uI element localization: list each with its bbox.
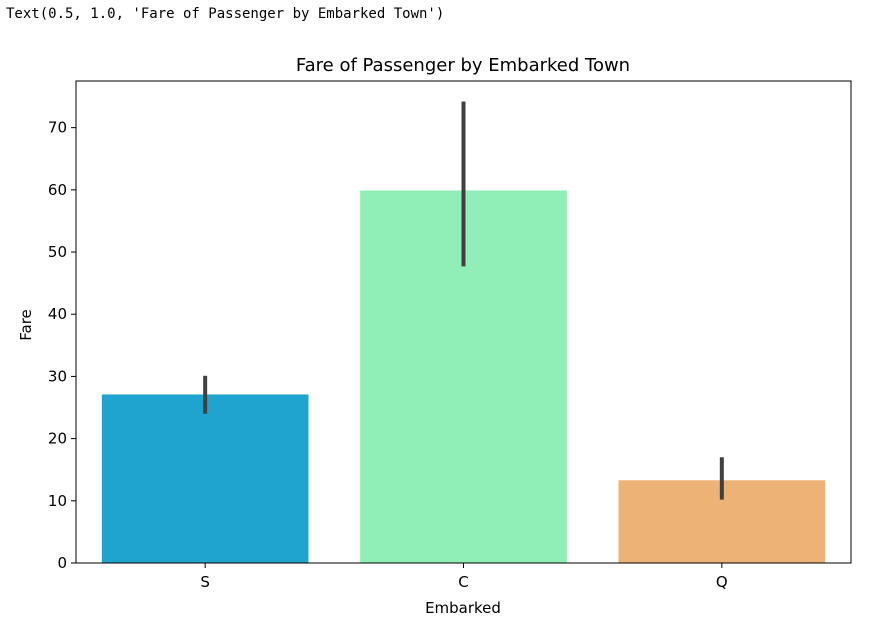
y-tick-label-20: 20 [48,430,67,448]
chart-title: Fare of Passenger by Embarked Town [296,55,630,76]
error-bars-layer [203,101,724,500]
cell-output-text: Text(0.5, 1.0, 'Fare of Passenger by Emb… [6,6,445,22]
y-tick-label-60: 60 [48,181,67,199]
y-tick-label-50: 50 [48,243,67,261]
y-axis: 0 10 20 30 40 50 60 70 [48,119,76,572]
y-tick-label-0: 0 [57,554,67,572]
bar-s [101,394,309,563]
y-axis-label: Fare [17,309,35,341]
x-tick-label-s: S [200,573,210,591]
y-tick-label-40: 40 [48,305,67,323]
x-tick-label-q: Q [716,573,728,591]
y-tick-label-70: 70 [48,119,67,137]
y-tick-label-10: 10 [48,492,67,510]
x-tick-label-c: C [458,573,468,591]
y-tick-label-30: 30 [48,367,67,385]
x-axis-label: Embarked [425,599,501,617]
